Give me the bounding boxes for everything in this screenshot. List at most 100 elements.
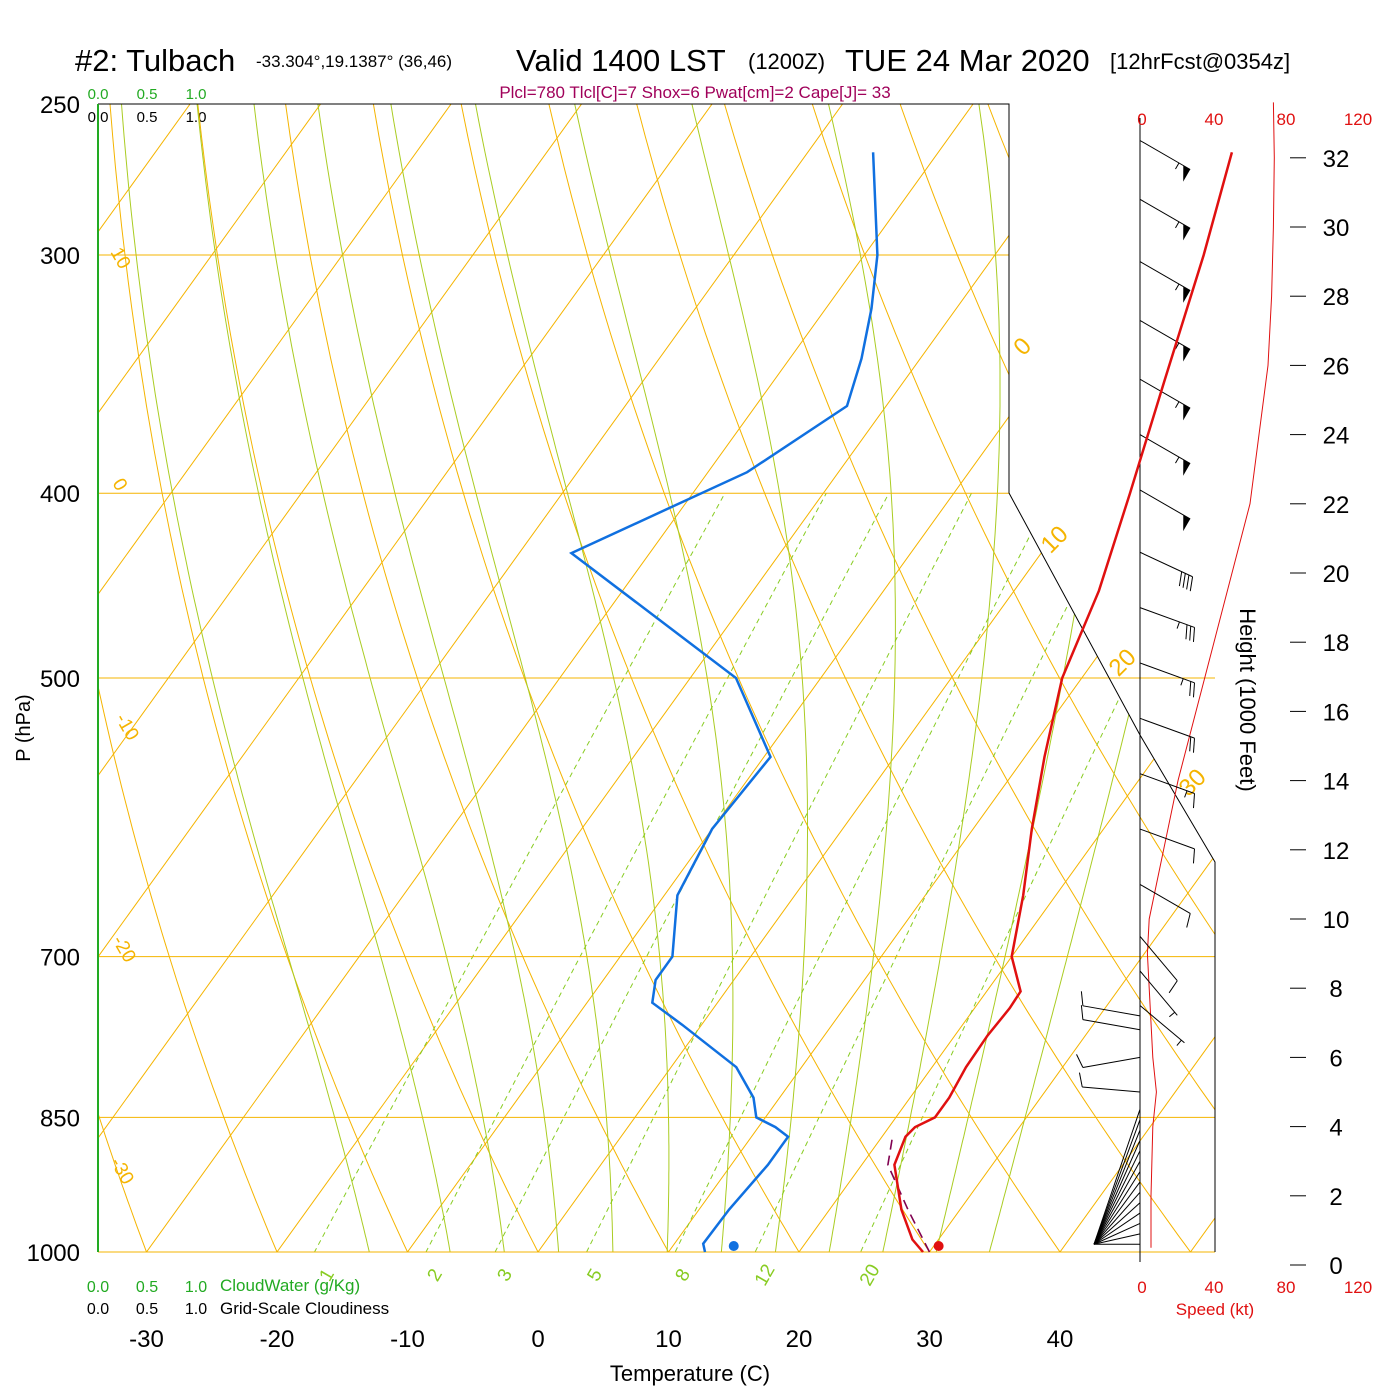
wind-barb-half bbox=[1175, 221, 1180, 229]
valid-time: Valid 1400 LST bbox=[516, 43, 726, 78]
wind-barb-staff bbox=[1093, 1171, 1141, 1245]
isotherm-line bbox=[98, 104, 868, 1252]
dry-adiabat-line bbox=[98, 104, 163, 1252]
wind-barb-half bbox=[1184, 790, 1188, 798]
wind-barb-staff bbox=[1093, 1150, 1141, 1245]
moist-adiabat-line bbox=[978, 104, 1215, 1252]
wind-barb bbox=[1139, 717, 1196, 753]
dry-adiabat-line bbox=[454, 104, 957, 1252]
wind-barb-staff bbox=[1093, 1202, 1141, 1245]
surface-markers bbox=[728, 1241, 944, 1251]
pressure-tick-label: 500 bbox=[40, 666, 80, 693]
x-axis-title: Temperature (C) bbox=[610, 1361, 770, 1386]
wind-barb-pennant bbox=[1183, 286, 1191, 303]
isotherm-line bbox=[1030, 104, 1215, 1252]
mixing-ratio-label: 20 bbox=[856, 1261, 885, 1290]
height-tick-label: 20 bbox=[1323, 561, 1350, 588]
wind-barb-staff bbox=[1093, 1192, 1141, 1245]
pressure-tick-label: 1000 bbox=[27, 1240, 80, 1267]
height-tick-label: 2 bbox=[1329, 1184, 1342, 1211]
wind-barb-flag bbox=[1186, 574, 1190, 590]
wind-barb bbox=[1093, 1212, 1141, 1245]
pressure-tick-label: 400 bbox=[40, 481, 80, 508]
wind-barb-flag bbox=[1182, 573, 1186, 588]
wind-barb-staff bbox=[1139, 434, 1191, 465]
wind-barb-half bbox=[1175, 342, 1180, 350]
y-axis-title: P (hPa) bbox=[13, 694, 35, 761]
wind-barb-staff bbox=[1082, 1056, 1141, 1068]
speed-tick-label: 40 bbox=[1205, 110, 1224, 129]
wind-barb-staff bbox=[1139, 551, 1193, 578]
moist-adiabat-line bbox=[683, 104, 808, 1252]
temperature-line bbox=[893, 151, 1234, 1253]
wind-barb-staff bbox=[1139, 489, 1191, 520]
wind-barb bbox=[1139, 319, 1191, 362]
height-tick-label: 22 bbox=[1323, 492, 1350, 519]
wind-barb-staff bbox=[1139, 883, 1191, 914]
pressure-axis: 250 300 400 500 700 850 1000 bbox=[27, 92, 80, 1267]
isotherm-label: 0 bbox=[1008, 332, 1037, 361]
mixing-ratio-line bbox=[655, 492, 1052, 1252]
wind-barb-staff bbox=[1139, 140, 1191, 170]
wind-barb bbox=[1139, 434, 1191, 476]
wind-barb-flag bbox=[1076, 1054, 1084, 1068]
mixing-ratio-label: 2 bbox=[423, 1265, 446, 1285]
wind-barb-flag bbox=[1192, 738, 1196, 753]
wind-barb bbox=[1093, 1202, 1141, 1245]
zulu-time: (1200Z) bbox=[748, 49, 825, 74]
wind-barb bbox=[1139, 773, 1196, 809]
wind-barb bbox=[1093, 1223, 1141, 1245]
cloud-tick-top-black: 0.5 bbox=[137, 109, 158, 126]
wind-barb-half bbox=[1176, 621, 1180, 629]
wind-barb-half bbox=[1180, 678, 1184, 686]
moist-adiabat-line bbox=[566, 104, 734, 1252]
wind-barb bbox=[1093, 1160, 1141, 1245]
wind-barb-staff bbox=[1139, 935, 1178, 982]
wind-barb-staff bbox=[1082, 1019, 1141, 1031]
wind-barb bbox=[1139, 198, 1191, 241]
wind-barb-pennant bbox=[1183, 459, 1191, 476]
isotherm-line bbox=[378, 104, 1215, 1252]
height-tick-label: 26 bbox=[1323, 353, 1350, 380]
wind-barb-staff bbox=[1139, 261, 1191, 292]
wind-barb-staff bbox=[1139, 378, 1191, 409]
wind-barb bbox=[1093, 1171, 1141, 1245]
isotherm-label: 20 bbox=[1104, 644, 1142, 682]
wind-barb-staff bbox=[1093, 1181, 1141, 1245]
pressure-tick-label: 700 bbox=[40, 945, 80, 972]
wind-barb bbox=[1093, 1233, 1141, 1245]
temperature-tick-label: 20 bbox=[786, 1326, 813, 1353]
wind-barb bbox=[1093, 1119, 1141, 1245]
wind-barb bbox=[1080, 991, 1141, 1017]
moist-adiabat-line bbox=[468, 104, 670, 1252]
dry-adiabat-line bbox=[280, 104, 692, 1252]
wind-barb-staff bbox=[1093, 1212, 1141, 1245]
dry-adiabat-line bbox=[714, 104, 1215, 1252]
mixing-ratio-line bbox=[566, 492, 972, 1252]
cloud-tick-top-green: 0.0 bbox=[88, 86, 109, 103]
wind-barb-pennant bbox=[1183, 224, 1191, 241]
dry-adiabat-line bbox=[974, 104, 1215, 1252]
mixing-ratio-label: 8 bbox=[671, 1265, 694, 1285]
mixing-ratio-line bbox=[404, 492, 827, 1252]
wind-barb-pennant bbox=[1183, 515, 1191, 532]
height-tick-label: 8 bbox=[1329, 976, 1342, 1003]
wind-barb-half bbox=[1175, 162, 1180, 170]
dry-adiabat-line bbox=[627, 104, 1215, 1252]
wind-barb-staff bbox=[1093, 1109, 1141, 1245]
wind-barb-staff bbox=[1093, 1233, 1141, 1245]
wind-barb-staff bbox=[1139, 1005, 1185, 1044]
speed-tick-label: 40 bbox=[1205, 1278, 1224, 1297]
dry-adiabat-line bbox=[1322, 70, 1400, 1292]
wind-barb-pennant bbox=[1183, 404, 1191, 421]
wind-barb bbox=[1139, 607, 1196, 642]
wind-barb-staff bbox=[1093, 1140, 1141, 1245]
wind-barb-half bbox=[1176, 1039, 1182, 1046]
isotherm-line bbox=[508, 104, 1215, 1252]
moist-adiabat-line bbox=[820, 104, 896, 1252]
moist-adiabat-line bbox=[312, 104, 562, 1252]
isotherm-line bbox=[98, 104, 737, 1252]
wind-barb-staff bbox=[1139, 773, 1195, 794]
wind-barb-staff bbox=[1139, 198, 1191, 229]
wind-barb-flag bbox=[1192, 848, 1196, 864]
